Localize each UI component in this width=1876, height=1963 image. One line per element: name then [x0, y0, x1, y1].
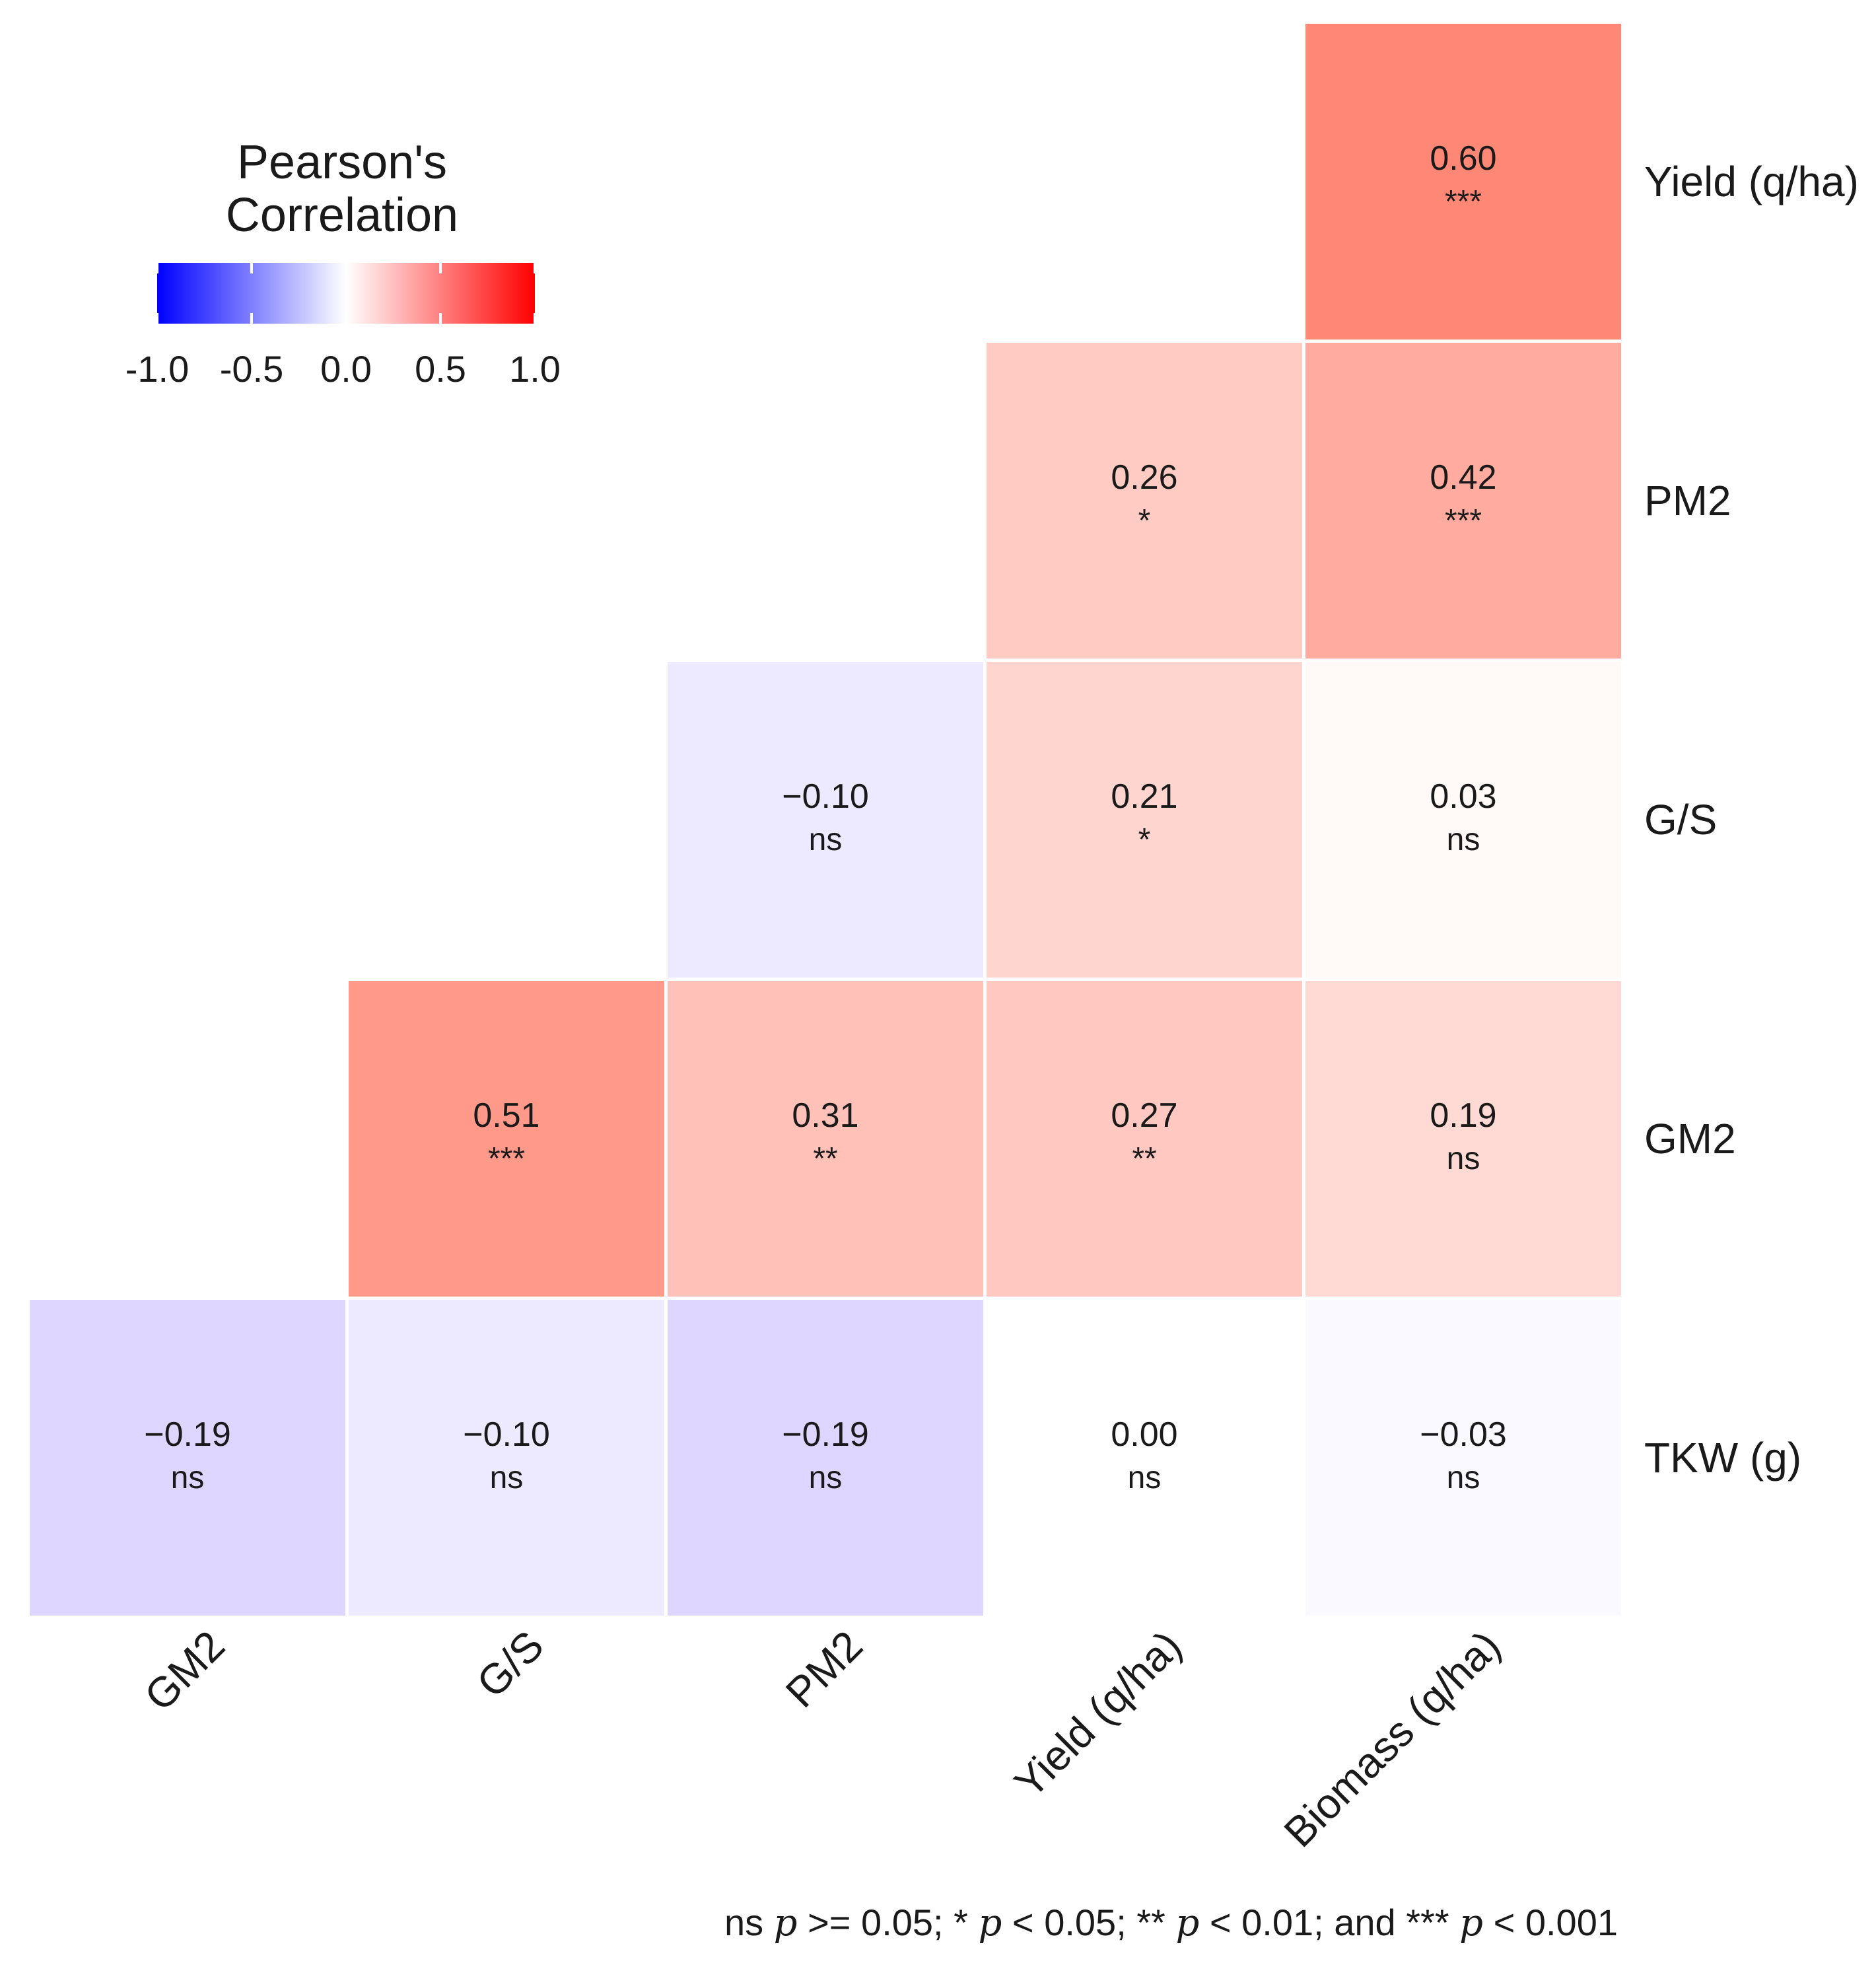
- cell-significance-label: ns: [1447, 822, 1480, 857]
- legend-tick-label: -0.5: [220, 348, 284, 390]
- legend-tick-label: 0.0: [320, 348, 372, 390]
- cell-value-label: 0.21: [1111, 777, 1177, 816]
- cell-value-label: 0.42: [1430, 458, 1496, 497]
- caption-text: < 0.01; and ***: [1199, 1902, 1459, 1943]
- cell-value-label: −0.19: [782, 1415, 869, 1454]
- y-axis-label: G/S: [1644, 796, 1717, 843]
- heatmap-cell: [1305, 24, 1621, 339]
- heatmap-cell: [668, 981, 983, 1297]
- cell-value-label: 0.27: [1111, 1096, 1177, 1135]
- cell-value-label: −0.03: [1420, 1415, 1507, 1454]
- heatmap-cell: [987, 1300, 1302, 1616]
- cell-significance-label: *: [1138, 503, 1151, 538]
- cell-significance-label: ns: [1447, 1460, 1480, 1495]
- y-axis-label: GM2: [1644, 1115, 1736, 1162]
- y-axis-label: PM2: [1644, 477, 1731, 524]
- legend-tick-label: 1.0: [509, 348, 561, 390]
- x-axis-label: PM2: [777, 1622, 872, 1717]
- cell-significance-label: ns: [809, 822, 843, 857]
- cell-significance-label: ***: [1445, 184, 1482, 219]
- cell-significance-label: ns: [1128, 1460, 1162, 1495]
- cell-value-label: 0.31: [792, 1096, 858, 1135]
- caption-p-symbol: p: [1459, 1902, 1483, 1945]
- caption-text: >= 0.05; *: [798, 1902, 979, 1943]
- cell-value-label: 0.51: [473, 1096, 539, 1135]
- legend-tick-label: -1.0: [125, 348, 190, 390]
- caption-p-symbol: p: [774, 1902, 798, 1945]
- heatmap-cell: [987, 662, 1302, 978]
- cell-value-label: −0.10: [463, 1415, 550, 1454]
- cell-significance-label: *: [1138, 822, 1151, 857]
- x-axis-label: G/S: [468, 1622, 553, 1707]
- cell-value-label: 0.00: [1111, 1415, 1177, 1454]
- caption-p-symbol: p: [1175, 1902, 1199, 1945]
- heatmap-cell: [987, 343, 1302, 659]
- heatmap-cell: [668, 1300, 983, 1616]
- y-axis-label: TKW (g): [1644, 1434, 1801, 1481]
- cell-significance-label: **: [813, 1141, 837, 1176]
- y-axis-labels: Yield (q/ha) PM2 G/S GM2 TKW (g): [1644, 158, 1859, 1481]
- heatmap-cell: [30, 1300, 345, 1616]
- x-axis-label: GM2: [135, 1622, 234, 1720]
- heatmap-cell: [349, 981, 664, 1297]
- cell-significance-label: ns: [809, 1460, 843, 1495]
- heatmap-cell: [668, 662, 983, 978]
- heatmap-cell: [1305, 1300, 1621, 1616]
- heatmap-cell: [1305, 662, 1621, 978]
- x-axis-labels: GM2 G/S PM2 Yield (q/ha) Biomass (q/ha): [135, 1622, 1510, 1856]
- cell-significance-label: ns: [171, 1460, 205, 1495]
- cell-significance-label: ns: [1447, 1141, 1480, 1176]
- significance-caption: ns p >= 0.05; * p < 0.05; ** p < 0.01; a…: [724, 1902, 1618, 1945]
- caption-text: < 0.001: [1483, 1902, 1618, 1943]
- cell-value-label: 0.26: [1111, 458, 1177, 497]
- heatmap-cells: 0.60 *** 0.26 * 0.42 *** −0.10 ns 0.21 * 0.03 ns 0.5…: [30, 24, 1621, 1616]
- cell-value-label: −0.19: [144, 1415, 231, 1454]
- caption-text: < 0.05; **: [1002, 1902, 1175, 1943]
- cell-significance-label: ***: [488, 1141, 525, 1176]
- heatmap-cell: [349, 1300, 664, 1616]
- legend-ticks: -1.0 -0.5 0.0 0.5 1.0: [125, 263, 561, 390]
- cell-value-label: 0.60: [1430, 139, 1496, 178]
- caption-p-symbol: p: [979, 1902, 1002, 1945]
- x-axis-label: Yield (q/ha): [1005, 1622, 1191, 1807]
- heatmap-cell: [1305, 343, 1621, 659]
- cell-significance-label: ns: [490, 1460, 524, 1495]
- legend-title-line2: Correlation: [226, 189, 458, 242]
- cell-value-label: −0.10: [782, 777, 869, 816]
- cell-value-label: 0.03: [1430, 777, 1496, 816]
- legend: Pearson's Correlation -1.0 -0.5 0.0 0.5 1.0: [125, 136, 561, 390]
- legend-tick-label: 0.5: [415, 348, 466, 390]
- y-axis-label: Yield (q/ha): [1644, 158, 1859, 205]
- cell-significance-label: ***: [1445, 503, 1482, 538]
- x-axis-label: Biomass (q/ha): [1275, 1622, 1510, 1856]
- heatmap-cell: [1305, 981, 1621, 1297]
- heatmap-cell: [987, 981, 1302, 1297]
- caption-text: ns: [724, 1902, 774, 1943]
- legend-title-line1: Pearson's: [237, 136, 447, 189]
- cell-value-label: 0.19: [1430, 1096, 1496, 1135]
- cell-significance-label: **: [1132, 1141, 1156, 1176]
